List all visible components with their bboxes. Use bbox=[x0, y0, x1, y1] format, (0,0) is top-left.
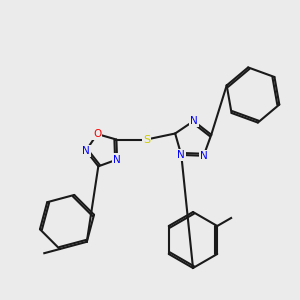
Text: S: S bbox=[143, 134, 150, 145]
Text: N: N bbox=[177, 150, 185, 160]
Text: N: N bbox=[82, 146, 90, 156]
Text: N: N bbox=[113, 154, 121, 164]
Text: N: N bbox=[190, 116, 197, 126]
Text: O: O bbox=[93, 129, 101, 139]
Text: N: N bbox=[200, 151, 208, 161]
